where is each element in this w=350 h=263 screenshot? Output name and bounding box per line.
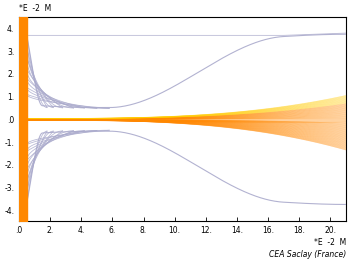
Text: *E  -2  M: *E -2 M	[19, 4, 51, 13]
Text: *E  -2  M: *E -2 M	[314, 238, 346, 247]
Text: CEA Saclay (France): CEA Saclay (France)	[268, 250, 346, 259]
